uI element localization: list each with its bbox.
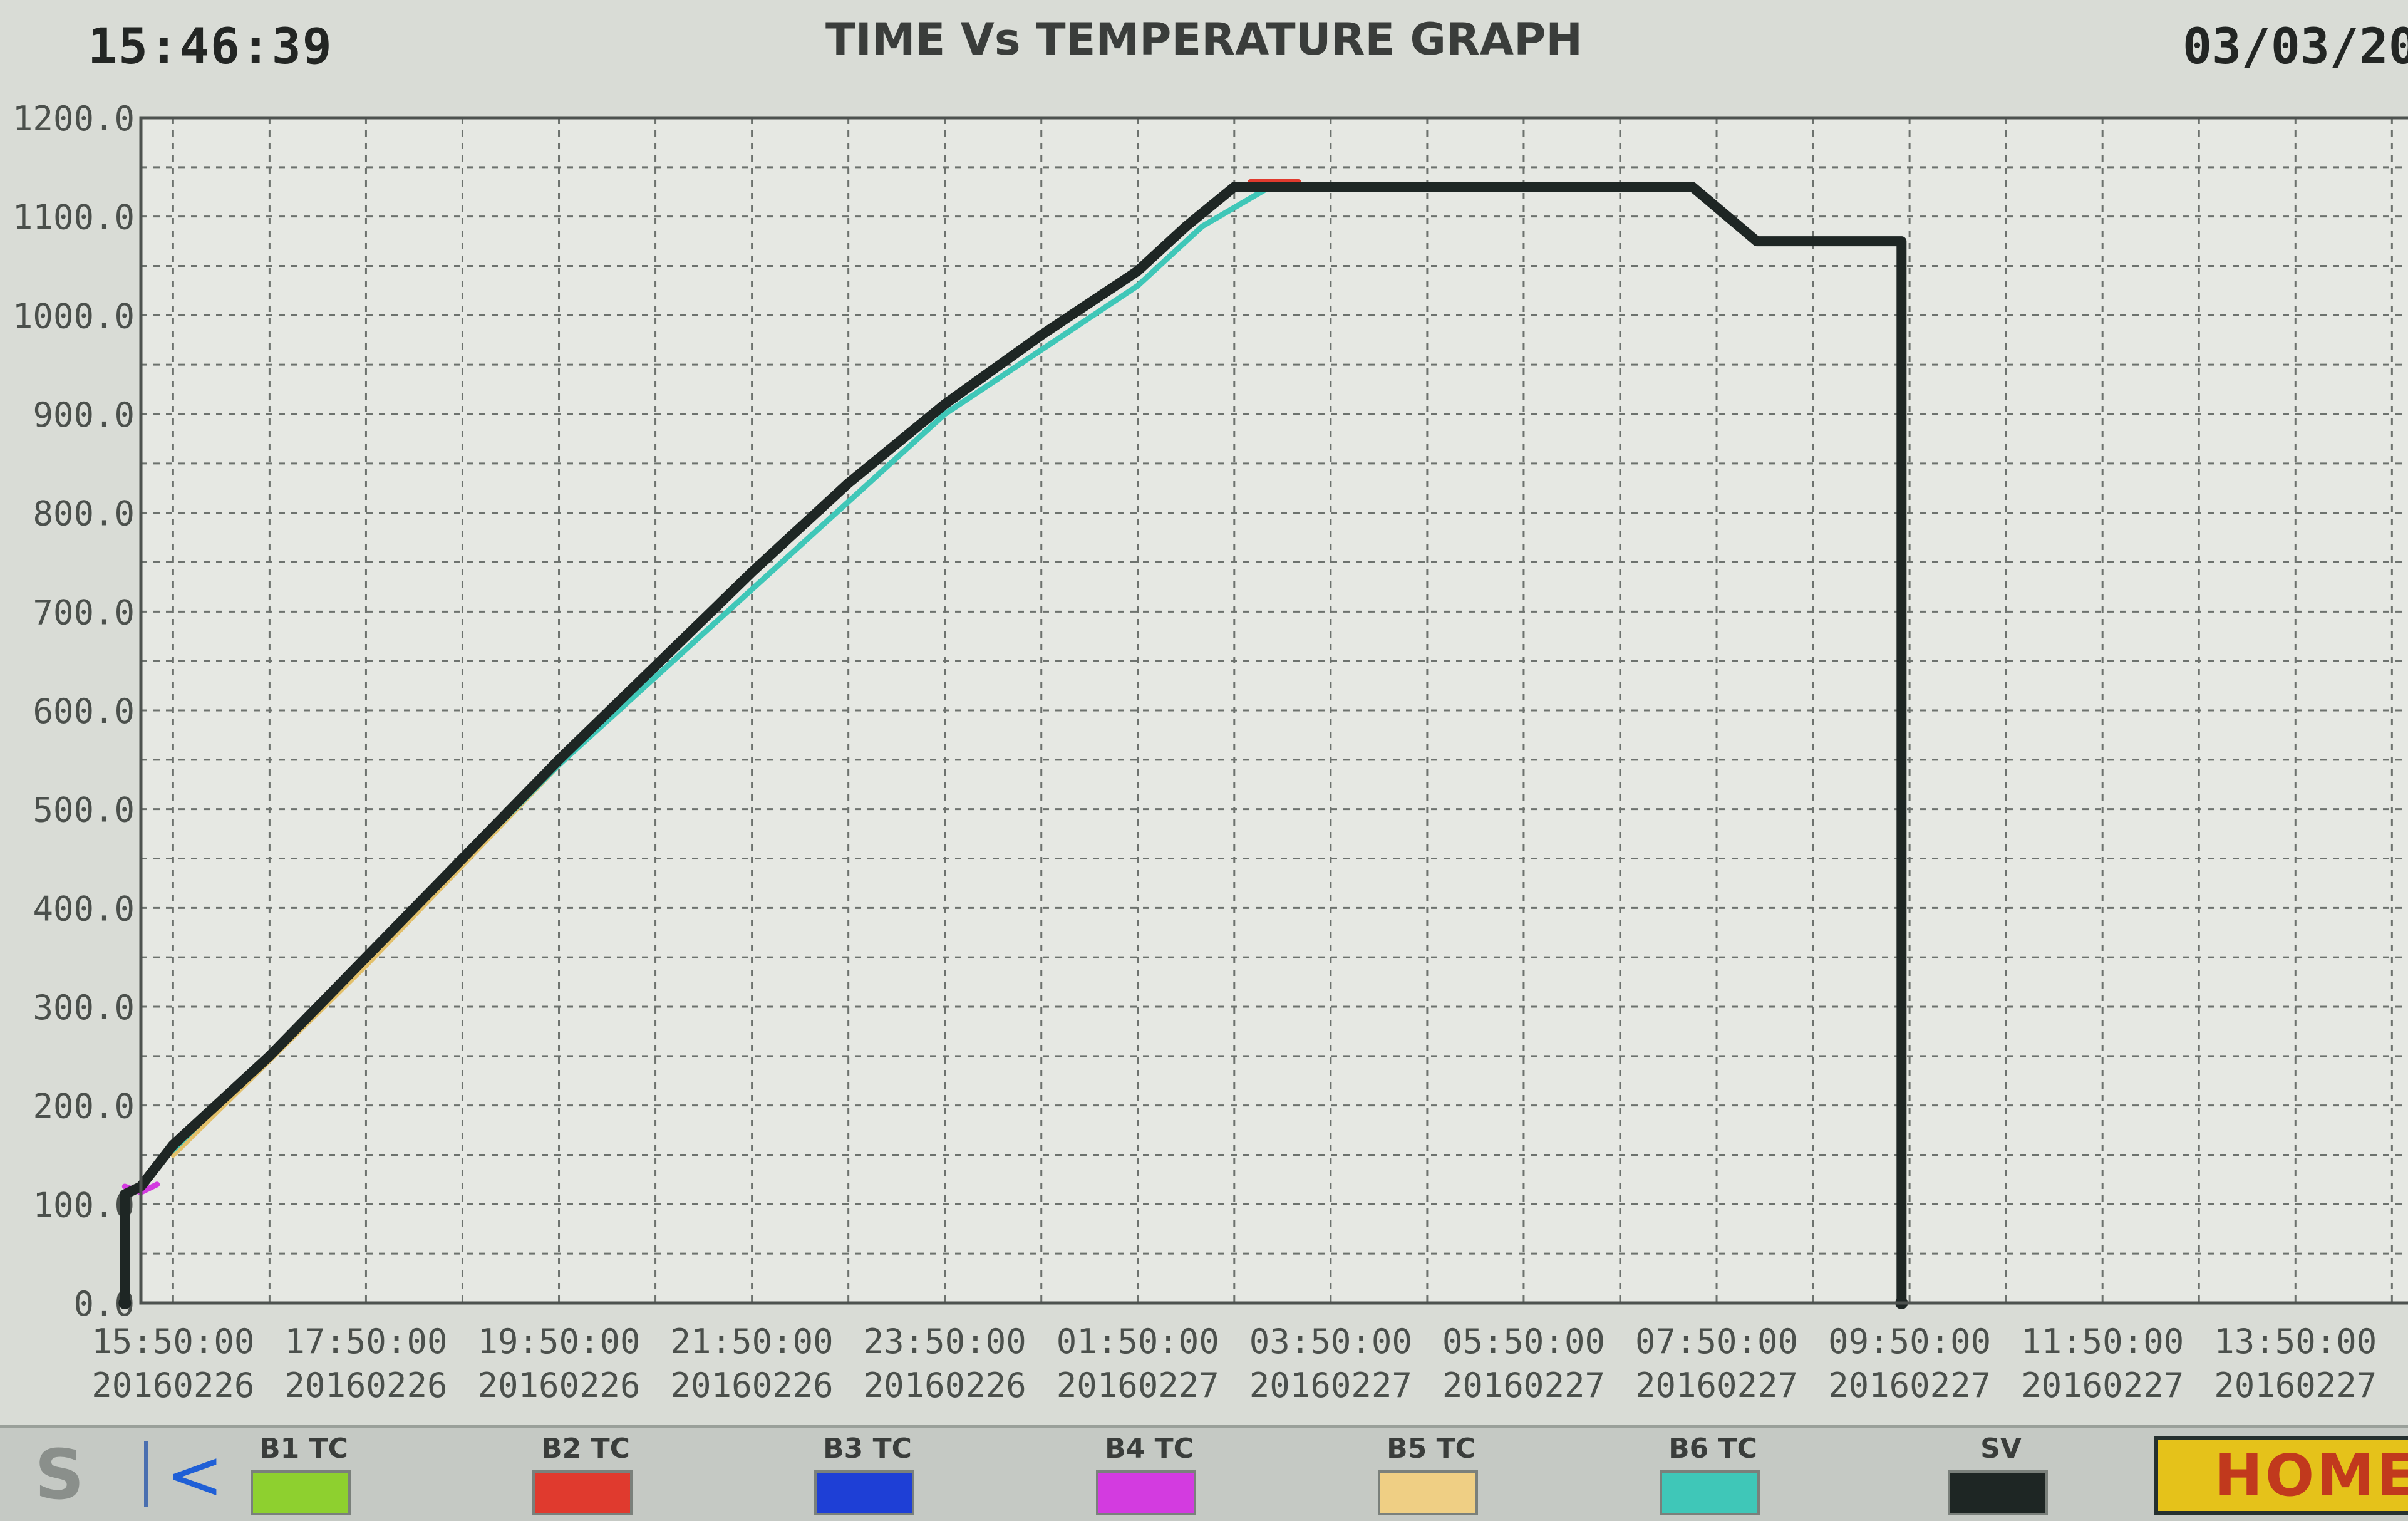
legend-item-b6-tc[interactable]: B6 TC (1660, 1433, 1766, 1517)
page-title: TIME Vs TEMPERATURE GRAPH (825, 14, 1583, 65)
x-tick-date-label: 20160227 (1442, 1366, 1605, 1405)
x-tick-time-label: 09:50:00 (1828, 1322, 1991, 1361)
legend-label: SV (1980, 1433, 2022, 1465)
x-axis-ticks: 15:50:00 20160226 17:50:00 20160226 19:50:00… (91, 1322, 2377, 1405)
y-tick-label: 100.0 (33, 1185, 135, 1225)
clock-time: 15:46:39 (88, 19, 333, 75)
x-tick-date-label: 20160226 (91, 1366, 254, 1405)
y-tick-label: 1200.0 (13, 99, 135, 138)
x-tick-date-label: 20160226 (671, 1366, 834, 1405)
legend-swatch (532, 1470, 633, 1515)
y-tick-label: 600.0 (33, 692, 135, 731)
x-tick-date-label: 20160227 (1828, 1366, 1991, 1405)
x-tick-date-label: 20160226 (477, 1366, 640, 1405)
grid-lines (141, 118, 2408, 1303)
legend-item-b3-tc[interactable]: B3 TC (814, 1433, 921, 1517)
x-tick-time-label: 15:50:00 (91, 1322, 254, 1361)
back-arrow-icon[interactable]: < (144, 1435, 242, 1515)
x-tick-date-label: 20160227 (2021, 1366, 2184, 1405)
series-lines (118, 179, 1908, 1309)
legend-item-sv[interactable]: SV (1948, 1433, 2054, 1517)
y-tick-label: 200.0 (33, 1087, 135, 1126)
y-tick-label: 400.0 (33, 889, 135, 928)
y-tick-label: 900.0 (33, 395, 135, 435)
current-date: 03/03/20 (2183, 19, 2408, 75)
legend-swatch (814, 1470, 914, 1515)
bottom-toolbar: S < B1 TC B2 TC B3 TC B4 TC B5 TC B6 TC SV HOM… (0, 1425, 2408, 1521)
x-tick-date-label: 20160226 (864, 1366, 1026, 1405)
legend-label: B4 TC (1105, 1433, 1194, 1465)
legend-swatch (1096, 1470, 1196, 1515)
x-tick-date-label: 20160227 (2214, 1366, 2377, 1405)
x-tick-time-label: 11:50:00 (2021, 1322, 2184, 1361)
y-tick-label: 500.0 (33, 791, 135, 830)
x-tick-date-label: 20160226 (284, 1366, 447, 1405)
legend-label: B1 TC (259, 1433, 348, 1465)
y-tick-label: 800.0 (33, 494, 135, 534)
x-tick-time-label: 23:50:00 (864, 1322, 1026, 1361)
x-tick-time-label: 03:50:00 (1249, 1322, 1412, 1361)
legend-swatch (1378, 1470, 1478, 1515)
home-button[interactable]: HOME (2154, 1436, 2408, 1515)
x-tick-time-label: 17:50:00 (284, 1322, 447, 1361)
legend-item-b1-tc[interactable]: B1 TC (251, 1433, 357, 1517)
x-tick-time-label: 07:50:00 (1635, 1322, 1798, 1361)
y-axis-ticks: 0.0100.0200.0300.0400.0500.0600.0700.080… (13, 99, 135, 1324)
legend-swatch (1660, 1470, 1760, 1515)
x-tick-time-label: 05:50:00 (1442, 1322, 1605, 1361)
legend-item-b4-tc[interactable]: B4 TC (1096, 1433, 1202, 1517)
x-tick-date-label: 20160227 (1249, 1366, 1412, 1405)
legend-item-b2-tc[interactable]: B2 TC (532, 1433, 639, 1517)
x-tick-time-label: 01:50:00 (1057, 1322, 1219, 1361)
y-tick-label: 1000.0 (13, 296, 135, 336)
plot-frame (139, 116, 2408, 1305)
header-bar: 15:46:39 TIME Vs TEMPERATURE GRAPH 03/03… (0, 0, 2408, 106)
temperature-chart: 0.0100.0200.0300.0400.0500.0600.0700.080… (13, 99, 2408, 1405)
x-tick-date-label: 20160227 (1635, 1366, 1798, 1405)
y-tick-label: 1100.0 (13, 198, 135, 237)
legend-swatch (1948, 1470, 2048, 1515)
x-tick-date-label: 20160227 (1057, 1366, 1219, 1405)
series-line-sv (120, 182, 1907, 1308)
legend-swatch (251, 1470, 351, 1515)
legend-label: B5 TC (1387, 1433, 1475, 1465)
y-tick-label: 700.0 (33, 593, 135, 632)
legend-label: B2 TC (541, 1433, 630, 1465)
legend-item-b5-tc[interactable]: B5 TC (1378, 1433, 1484, 1517)
x-tick-time-label: 19:50:00 (477, 1322, 640, 1361)
legend-label: B6 TC (1668, 1433, 1757, 1465)
y-tick-label: 300.0 (33, 988, 135, 1027)
x-tick-time-label: 21:50:00 (671, 1322, 834, 1361)
x-tick-time-label: 13:50:00 (2214, 1322, 2377, 1361)
series-start-marker (118, 1297, 132, 1309)
s-menu-button[interactable]: S (34, 1434, 85, 1515)
legend-label: B3 TC (823, 1433, 912, 1465)
